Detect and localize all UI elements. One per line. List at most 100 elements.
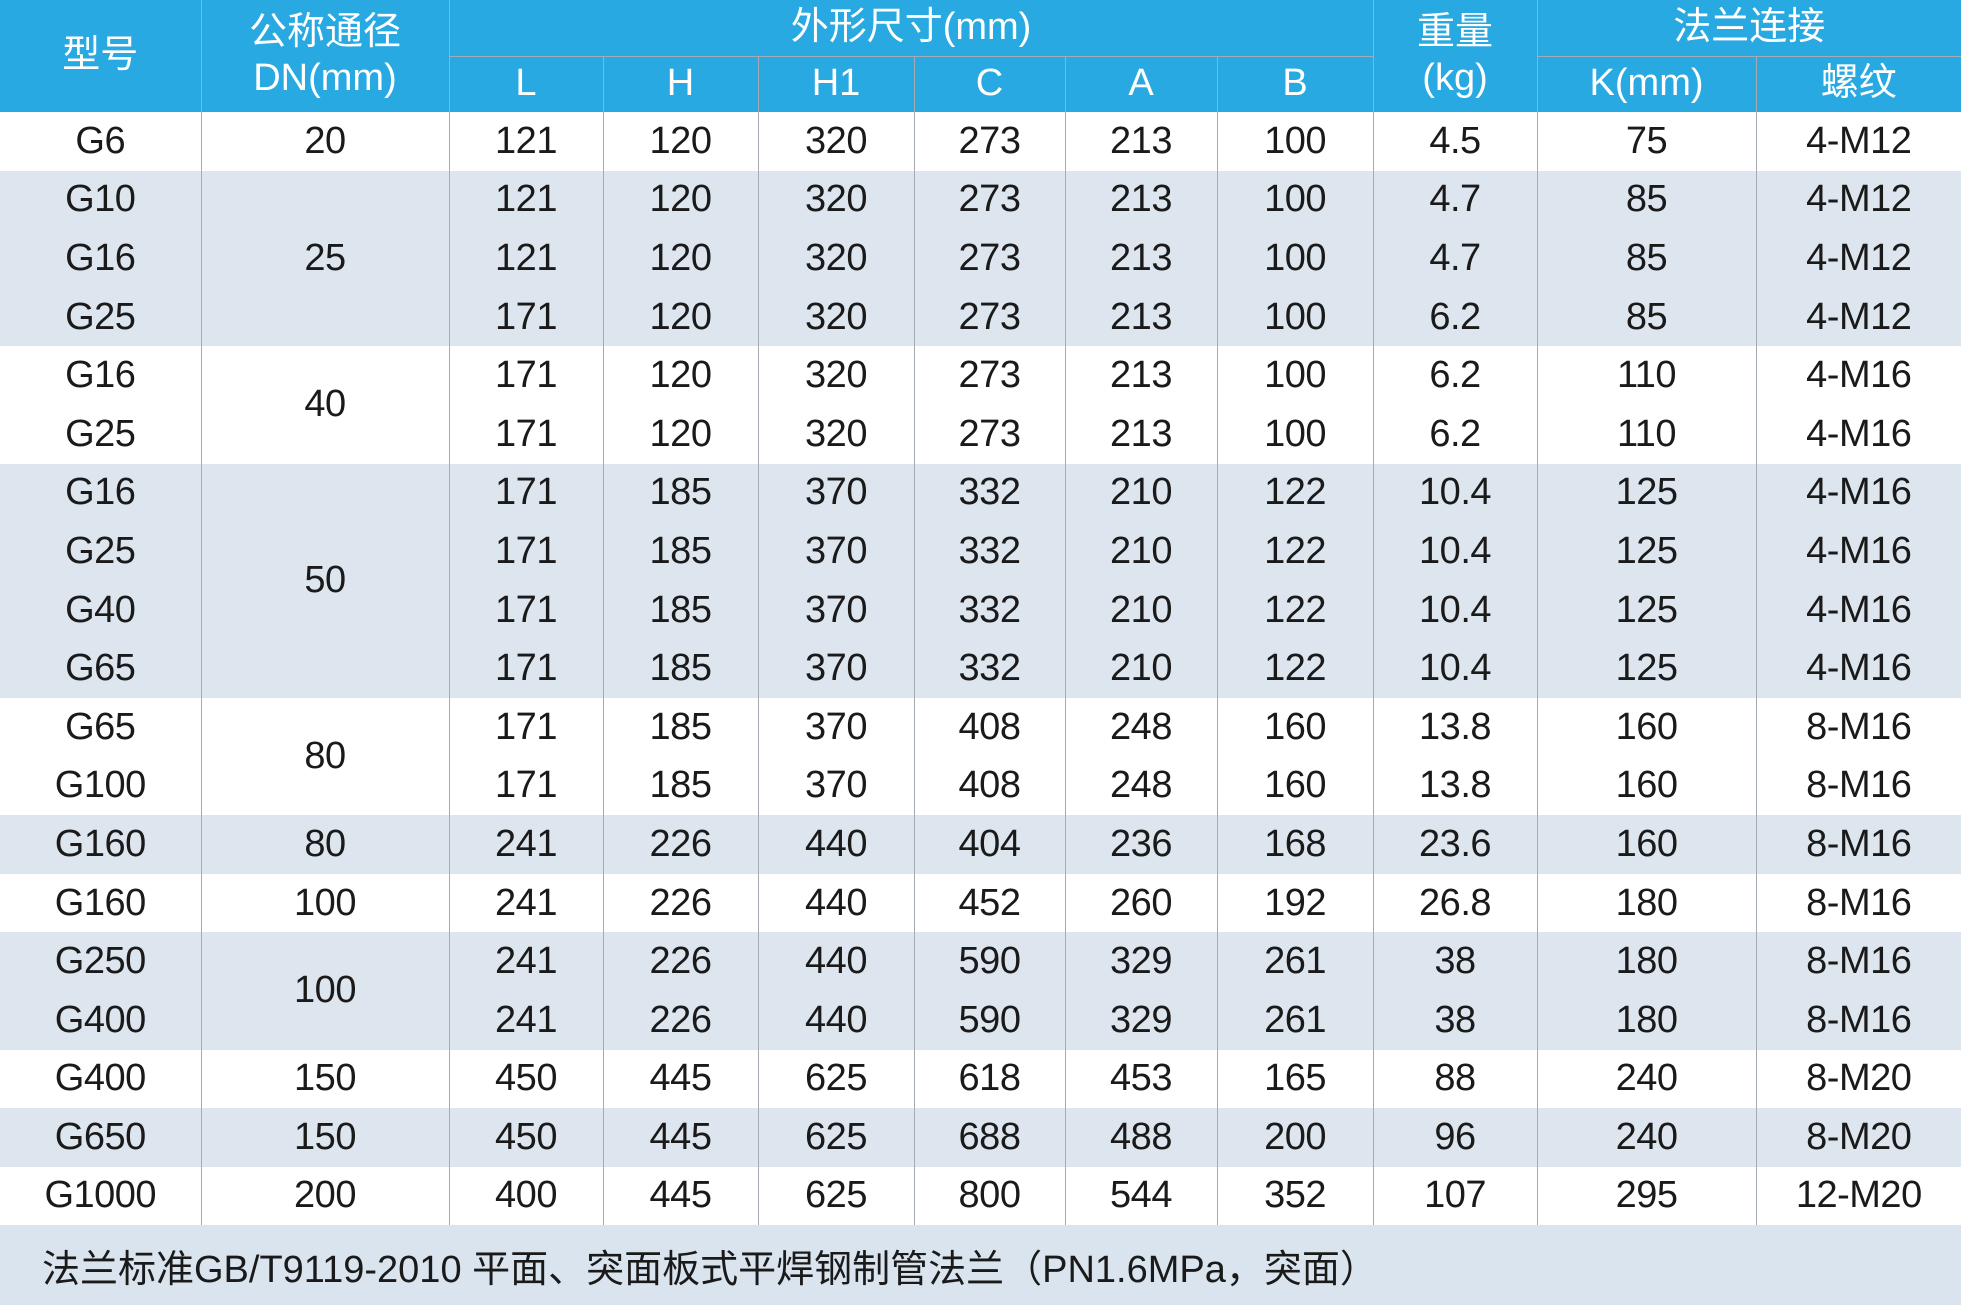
cell-dim-H1: 320 [758,346,915,405]
table-header: 型号 公称通径 DN(mm) 外形尺寸(mm) 重量 (kg) 法兰连接 L H… [0,0,1961,112]
cell-dim-C: 332 [914,639,1066,698]
cell-dim-L: 171 [449,287,604,347]
cell-weight: 96 [1373,1108,1538,1167]
cell-dim-C: 590 [914,990,1066,1050]
cell-dim-C: 590 [914,932,1066,991]
cell-weight: 6.2 [1373,346,1538,405]
spec-table: 型号 公称通径 DN(mm) 外形尺寸(mm) 重量 (kg) 法兰连接 L H… [0,0,1961,1226]
cell-weight: 10.4 [1373,580,1538,640]
cell-dn: 50 [201,463,450,698]
cell-flange-k: 85 [1537,170,1757,230]
cell-dim-C: 332 [914,522,1066,581]
cell-flange-k: 110 [1537,404,1757,464]
cell-weight: 6.2 [1373,404,1538,464]
cell-dim-B: 100 [1217,229,1374,288]
cell-dim-H1: 320 [758,229,915,288]
header-dim-C: C [914,56,1066,112]
cell-flange-thread: 4-M16 [1756,404,1961,464]
header-dim-H: H [603,56,759,112]
cell-dim-H: 445 [603,1049,759,1109]
table-row: G6 20 121 120 320 273 213 100 4.5 75 4-M12 [0,112,1961,171]
table-row: G25 171 185 370 332 210 122 10.4 125 4-M16 [0,522,1961,581]
cell-flange-k: 85 [1537,229,1757,288]
cell-dim-L: 171 [449,639,604,698]
cell-dim-L: 171 [449,756,604,816]
header-dn: 公称通径 DN(mm) [201,0,450,112]
cell-flange-k: 295 [1537,1166,1757,1226]
cell-dim-H: 185 [603,639,759,698]
cell-model: G100 [0,756,202,816]
cell-flange-k: 125 [1537,639,1757,698]
cell-model: G160 [0,873,202,933]
cell-dim-H: 445 [603,1108,759,1167]
cell-dim-C: 332 [914,580,1066,640]
cell-dim-B: 100 [1217,112,1374,171]
cell-model: G650 [0,1108,202,1167]
cell-dim-H1: 370 [758,756,915,816]
cell-flange-k: 125 [1537,580,1757,640]
cell-dim-B: 168 [1217,815,1374,874]
cell-dim-L: 450 [449,1108,604,1167]
cell-dim-H1: 370 [758,522,915,581]
table-row: G100 171 185 370 408 248 160 13.8 160 8-M16 [0,756,1961,816]
cell-dim-H: 120 [603,112,759,171]
cell-flange-k: 110 [1537,346,1757,405]
cell-flange-thread: 4-M16 [1756,346,1961,405]
cell-model: G16 [0,346,202,405]
cell-dim-H1: 440 [758,932,915,991]
cell-dim-H1: 370 [758,697,915,757]
cell-dim-H: 185 [603,756,759,816]
cell-flange-thread: 8-M20 [1756,1108,1961,1167]
cell-dn: 80 [201,815,450,874]
cell-dim-H1: 320 [758,112,915,171]
footer-note-text: 法兰标准GB/T9119-2010 平面、突面板式平焊钢制管法兰（PN1.6MP… [42,1248,1378,1291]
cell-dim-A: 213 [1065,404,1218,464]
cell-dim-A: 544 [1065,1166,1218,1226]
cell-flange-thread: 8-M20 [1756,1049,1961,1109]
cell-dim-B: 160 [1217,756,1374,816]
cell-weight: 4.7 [1373,170,1538,230]
cell-dn: 80 [201,697,450,816]
cell-dim-H: 226 [603,990,759,1050]
cell-dim-L: 400 [449,1166,604,1226]
table-row: G10 25 121 120 320 273 213 100 4.7 85 4-M12 [0,170,1961,347]
cell-dim-L: 171 [449,404,604,464]
cell-dn: 100 [201,932,450,1050]
cell-dim-A: 236 [1065,815,1218,874]
cell-dim-C: 618 [914,1049,1066,1109]
cell-model: G65 [0,639,202,698]
cell-flange-thread: 4-M16 [1756,639,1961,698]
header-dim-B: B [1217,56,1374,112]
cell-weight: 26.8 [1373,873,1538,933]
header-weight-line1: 重量 [1417,11,1494,54]
cell-dim-B: 122 [1217,522,1374,581]
cell-flange-k: 240 [1537,1108,1757,1167]
cell-flange-k: 180 [1537,932,1757,991]
cell-weight: 10.4 [1373,639,1538,698]
cell-dim-B: 261 [1217,932,1374,991]
cell-flange-thread: 4-M16 [1756,580,1961,640]
cell-dim-C: 800 [914,1166,1066,1226]
cell-flange-thread: 4-M12 [1756,287,1961,347]
cell-dim-A: 213 [1065,112,1218,171]
table-row: G25 171 120 320 273 213 100 6.2 110 4-M16 [0,404,1961,464]
cell-flange-thread: 8-M16 [1756,873,1961,933]
cell-model: G250 [0,932,202,991]
cell-dim-A: 210 [1065,580,1218,640]
table-row: G16 121 120 320 273 213 100 4.7 85 4-M12 [0,229,1961,288]
cell-dim-H1: 370 [758,463,915,523]
table-row: G400 241 226 440 590 329 261 38 180 8-M16 [0,990,1961,1050]
cell-dim-B: 200 [1217,1108,1374,1167]
cell-model: G40 [0,580,202,640]
table-row: G65 171 185 370 332 210 122 10.4 125 4-M16 [0,639,1961,698]
cell-weight: 13.8 [1373,756,1538,816]
cell-dim-A: 260 [1065,873,1218,933]
cell-dim-L: 241 [449,932,604,991]
cell-dim-H1: 370 [758,639,915,698]
cell-dim-H: 226 [603,932,759,991]
table-row: G1000 200 400 445 625 800 544 352 107 295 12-M20 [0,1166,1961,1226]
header-flange-group: 法兰连接 [1537,0,1961,57]
cell-dim-L: 171 [449,346,604,405]
cell-dim-A: 210 [1065,639,1218,698]
